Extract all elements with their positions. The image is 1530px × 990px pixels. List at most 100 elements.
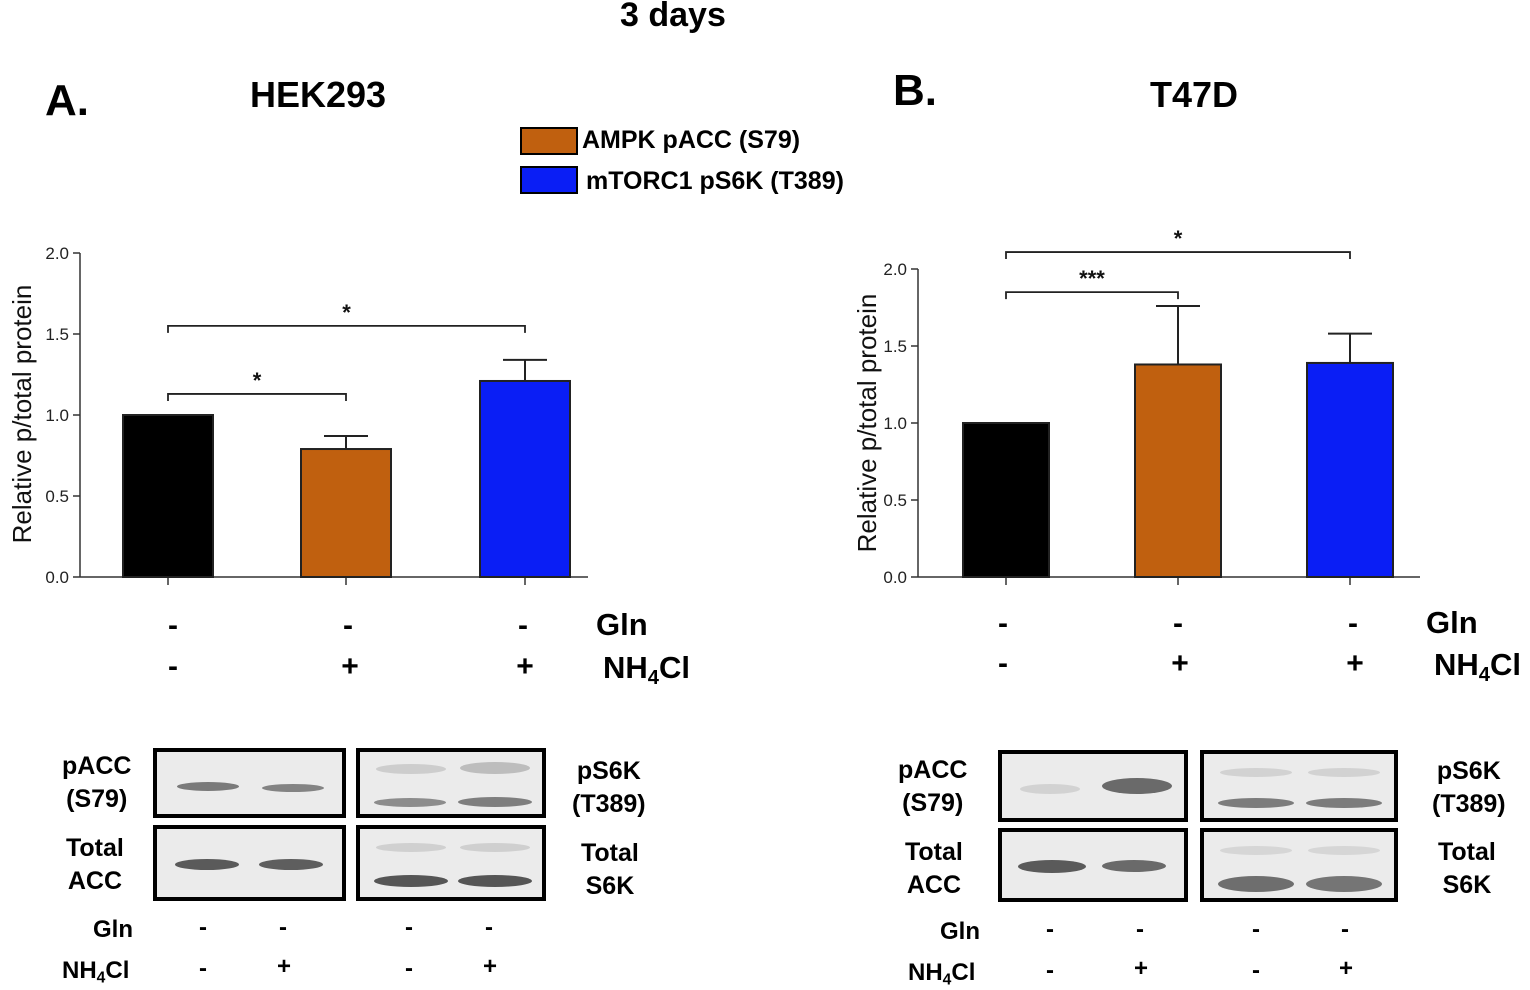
y-axis-title: Relative p/total protein: [7, 285, 37, 544]
blot-gln-label: Gln: [940, 918, 980, 945]
condition-sign: +: [516, 650, 534, 683]
nh4cl-label: NH4Cl: [1434, 647, 1521, 687]
panel-a-letter: A.: [45, 76, 89, 125]
blot-sign: +: [1133, 955, 1148, 982]
condition-sign: +: [1171, 647, 1189, 680]
blot-label-ps6k: pS6K (T389): [1432, 757, 1506, 818]
legend-swatch-ampk: [520, 127, 578, 155]
y-tick-label: 0.5: [883, 491, 907, 510]
blot-label-pacc: pACC (S79): [898, 756, 968, 817]
blot-sign: +: [482, 953, 497, 980]
panel-b-letter: B.: [893, 66, 937, 115]
blot-image-total-acc: [153, 825, 346, 901]
significance-bracket: [167, 393, 347, 401]
blot-band: [1220, 846, 1292, 855]
y-tick-label: 2.0: [883, 260, 907, 279]
blot-band: [175, 859, 239, 870]
blot-sign: -: [199, 914, 207, 941]
blot-band: [1102, 778, 1172, 794]
blot-band: [1308, 846, 1380, 855]
y-tick-label: 2.0: [45, 244, 69, 263]
condition-sign: -: [1348, 607, 1358, 640]
blot-sign: -: [1252, 957, 1260, 984]
bar: [1134, 363, 1222, 579]
blot-sign: -: [485, 914, 493, 941]
blot-sign: -: [1252, 916, 1260, 943]
blot-sign: +: [276, 953, 291, 980]
legend-label-mtorc1: mTORC1 pS6K (T389): [586, 167, 844, 195]
significance-bracket: [1005, 291, 1179, 300]
blot-band: [376, 843, 446, 852]
significance-label: *: [342, 300, 351, 325]
y-tick-label: 0.0: [883, 568, 907, 587]
y-tick-label: 0.5: [45, 487, 69, 506]
blot-band: [177, 782, 239, 791]
significance-bracket: [167, 325, 526, 333]
blot-sign: -: [1046, 957, 1054, 984]
y-axis-title: Relative p/total protein: [852, 294, 882, 553]
blot-band: [262, 784, 324, 792]
blot-image-ps6k: [356, 748, 546, 818]
panel-a-title: HEK293: [250, 74, 387, 115]
condition-sign: -: [168, 650, 178, 683]
blot-nh4cl-label: NH4Cl: [908, 959, 976, 989]
condition-sign: -: [343, 609, 353, 642]
blot-nh4cl-label: NH4Cl: [62, 957, 130, 987]
condition-sign: +: [341, 650, 359, 683]
bar: [962, 422, 1050, 578]
blot-sign: -: [1046, 916, 1054, 943]
blot-label-total-s6k: Total S6K: [581, 839, 639, 900]
blot-image-ps6k: [1200, 750, 1398, 822]
bar: [300, 448, 392, 578]
bar: [479, 379, 571, 579]
y-tick-label: 1.0: [45, 406, 69, 425]
blot-band: [1308, 768, 1380, 777]
bar: [122, 414, 214, 578]
panel-b-title: T47D: [1150, 74, 1239, 115]
condition-sign: -: [1173, 607, 1183, 640]
blot-image-pacc: [153, 748, 346, 818]
bar: [1306, 361, 1394, 578]
blot-label-ps6k: pS6K (T389): [572, 757, 646, 818]
blot-band: [1218, 798, 1294, 808]
significance-label: *: [1174, 226, 1183, 251]
blot-gln-label: Gln: [93, 916, 133, 943]
y-tick-label: 1.0: [883, 414, 907, 433]
blot-band: [1102, 860, 1166, 872]
condition-sign: -: [998, 647, 1008, 680]
legend-swatch-mtorc1: [520, 166, 578, 194]
blot-band: [374, 798, 446, 807]
blot-band: [1220, 768, 1292, 777]
blot-image-total-acc: [998, 828, 1188, 902]
blot-image-total-s6k: [1200, 828, 1398, 902]
blot-label-total-acc: Total ACC: [66, 834, 124, 895]
blot-label-total-acc: Total ACC: [905, 838, 963, 899]
blot-label-pacc: pACC (S79): [62, 752, 132, 813]
blot-band: [460, 762, 530, 774]
gln-label: Gln: [1426, 605, 1478, 640]
blot-sign: -: [405, 955, 413, 982]
condition-sign: +: [1346, 647, 1364, 680]
blot-band: [1306, 798, 1382, 808]
significance-label: *: [253, 368, 262, 393]
blot-band: [374, 875, 448, 887]
blot-band: [460, 843, 530, 852]
blot-band: [1306, 876, 1382, 892]
y-tick-label: 0.0: [45, 568, 69, 587]
blot-band: [1018, 860, 1086, 873]
blot-sign: +: [1338, 955, 1353, 982]
blot-sign: -: [279, 914, 287, 941]
figure-title: 3 days: [620, 0, 726, 34]
blot-band: [458, 797, 532, 807]
condition-sign: -: [518, 609, 528, 642]
blot-sign: -: [199, 955, 207, 982]
condition-sign: -: [168, 609, 178, 642]
y-tick-label: 1.5: [883, 337, 907, 356]
blot-band: [259, 859, 323, 870]
blot-label-total-s6k: Total S6K: [1438, 838, 1496, 899]
nh4cl-label: NH4Cl: [603, 650, 690, 690]
blot-sign: -: [1341, 916, 1349, 943]
